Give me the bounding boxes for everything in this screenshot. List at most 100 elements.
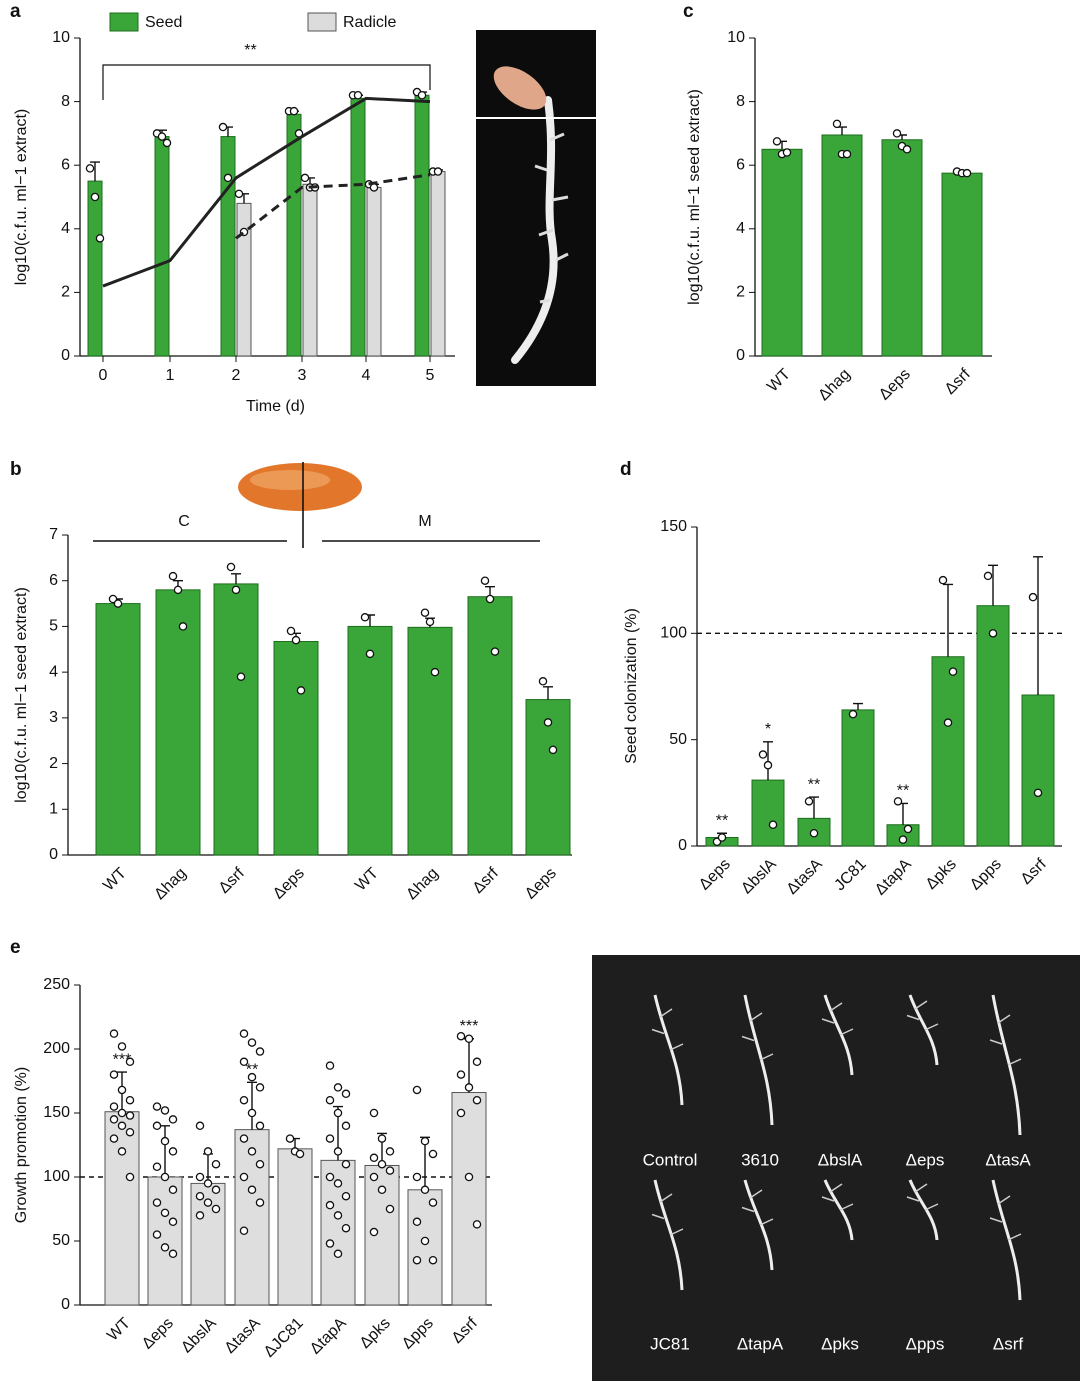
trend-line: [102, 96, 431, 288]
panel-letter: b: [10, 459, 22, 480]
data-point: [109, 1102, 119, 1111]
data-point: [289, 106, 299, 116]
data-point: [152, 1230, 162, 1239]
x-tick-label: Δsrf: [470, 864, 503, 897]
y-tick-label: 0: [736, 347, 745, 364]
y-axis-label: Growth promotion (%): [13, 1067, 30, 1224]
data-point: [893, 797, 903, 806]
x-tick-label: Δpps: [967, 856, 1005, 894]
error-bar: [943, 583, 953, 657]
data-point: [203, 1179, 213, 1188]
y-tick-label: 250: [43, 976, 70, 993]
data-point: [385, 1204, 395, 1214]
bar: [407, 1189, 443, 1306]
error-bar: [203, 1153, 213, 1184]
photo-label: Δeps: [906, 1150, 945, 1169]
data-point: [117, 1085, 127, 1095]
data-point: [768, 820, 778, 829]
bar: [1021, 694, 1055, 847]
data-point: [325, 1095, 335, 1105]
bar: [104, 1111, 140, 1306]
bar: [147, 1176, 183, 1306]
bar: [366, 186, 382, 357]
data-point: [377, 1185, 387, 1195]
data-point: [377, 1159, 387, 1169]
bar: [347, 625, 393, 856]
bar: [154, 136, 170, 357]
data-point: [247, 1185, 257, 1195]
y-tick-label: 3: [49, 709, 58, 726]
x-tick-label: ΔtasA: [784, 856, 826, 898]
error-bar: [837, 126, 847, 135]
y-axis-label: log10(c.f.u. ml−1 seed extract): [13, 587, 30, 803]
x-tick-label: ΔJC81: [261, 1315, 307, 1361]
x-tick-label: WT: [104, 1315, 134, 1345]
data-point: [117, 1121, 127, 1131]
data-point: [385, 1166, 395, 1175]
data-point: [152, 1121, 162, 1131]
data-point: [490, 647, 500, 656]
x-tick-label: Δpks: [923, 856, 960, 893]
y-tick-label: 0: [61, 347, 70, 364]
y-tick-label: 2: [49, 755, 58, 772]
y-tick-label: 1: [49, 801, 58, 818]
photo-label: ΔtasA: [985, 1150, 1031, 1169]
x-tick-label: Δhag: [403, 865, 441, 903]
data-point: [464, 1083, 474, 1092]
data-point: [285, 1134, 295, 1143]
data-point: [1033, 788, 1043, 798]
data-point: [168, 1115, 178, 1124]
data-point: [341, 1159, 351, 1169]
data-point: [412, 1085, 422, 1095]
data-point: [85, 164, 95, 173]
data-point: [255, 1121, 265, 1131]
data-point: [239, 1134, 249, 1143]
data-point: [717, 833, 727, 842]
bar: [751, 779, 785, 847]
data-point: [117, 1108, 127, 1118]
root-hairs: [821, 1183, 854, 1211]
data-point: [333, 1083, 343, 1092]
x-tick-label: Δeps: [270, 865, 308, 903]
data-point: [157, 132, 167, 141]
significance: ***: [113, 1051, 132, 1068]
root-hairs: [989, 1014, 1022, 1066]
photo-label: ΔtapA: [737, 1334, 784, 1353]
data-point: [369, 1227, 379, 1237]
data-point: [117, 1147, 127, 1156]
data-point: [117, 1042, 127, 1051]
x-tick-label: ΔtapA: [307, 1315, 350, 1358]
group-label: C: [178, 513, 190, 530]
root-hairs: [651, 1008, 684, 1051]
x-tick-label: Δhag: [815, 366, 853, 404]
bar: [931, 656, 965, 847]
data-point: [109, 1134, 119, 1143]
data-point: [464, 1034, 474, 1044]
data-point: [428, 1255, 438, 1265]
root-hairs: [741, 1189, 774, 1226]
data-point: [417, 90, 427, 100]
y-tick-label: 0: [49, 846, 58, 863]
data-point: [983, 571, 993, 581]
data-point: [125, 1172, 135, 1182]
data-point: [772, 137, 782, 146]
data-point: [1028, 592, 1038, 602]
data-point: [223, 173, 233, 183]
y-tick-label: 6: [49, 572, 58, 589]
photo-label: Δsrf: [993, 1334, 1024, 1353]
data-point: [333, 1147, 343, 1156]
y-tick-label: 4: [61, 220, 70, 237]
y-tick-label: 50: [52, 1232, 70, 1249]
x-tick-label: 0: [99, 367, 108, 384]
data-point: [109, 1070, 119, 1079]
photo-label: Control: [643, 1150, 698, 1169]
panel-letter: d: [620, 459, 632, 480]
x-tick-label: Δeps: [139, 1315, 177, 1353]
data-point: [341, 1121, 351, 1131]
data-point: [333, 1211, 343, 1220]
data-point: [369, 1172, 379, 1182]
bar: [407, 626, 453, 856]
data-point: [173, 585, 183, 595]
bar: [302, 183, 318, 357]
x-tick-label: Δpks: [357, 1315, 394, 1352]
